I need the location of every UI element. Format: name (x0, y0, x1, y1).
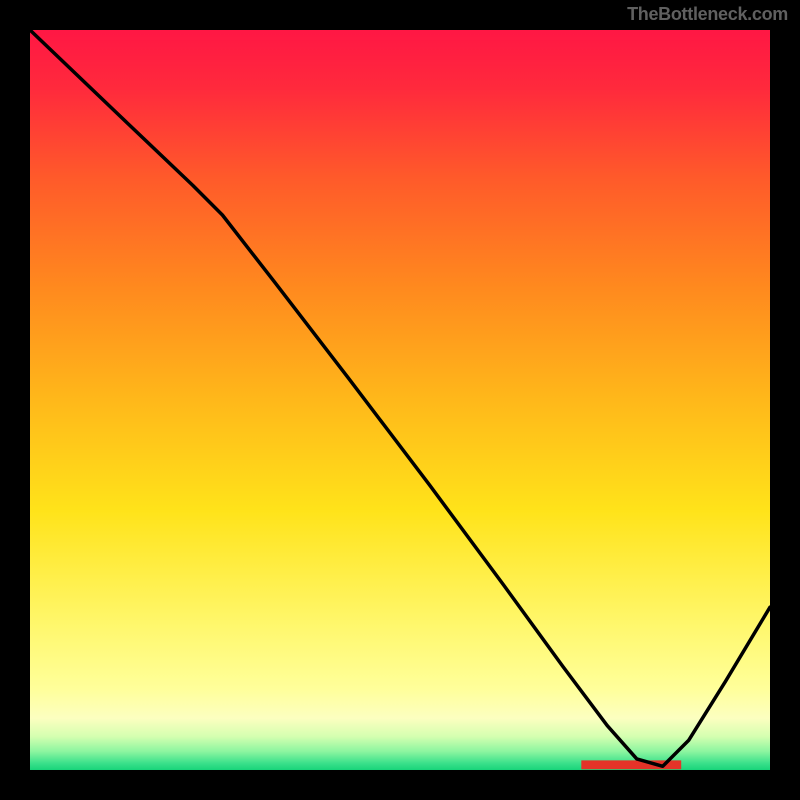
plot-background (30, 30, 770, 770)
bottleneck-chart (0, 0, 800, 800)
